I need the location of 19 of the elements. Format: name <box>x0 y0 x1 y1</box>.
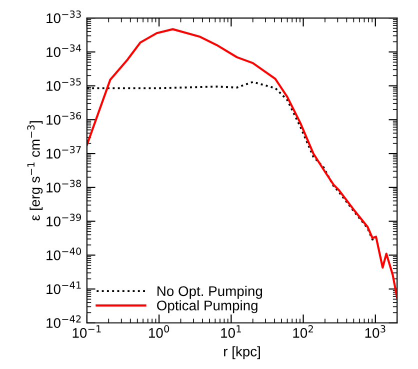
y-axis-title: ε [erg s$^{−1}$ cm$^{−3}$] <box>27 121 43 220</box>
x-axis-title: r [kpc] <box>224 346 260 360</box>
y-tick-label: 10$^{−42}$ <box>46 315 81 328</box>
x-tick-label: 10$^{2}$ <box>293 325 313 338</box>
y-tick-label: 10$^{−39}$ <box>46 214 81 226</box>
y-tick-label: 10$^{−36}$ <box>46 112 82 125</box>
y-tick-label: 10$^{−41}$ <box>46 282 81 294</box>
y-tick-label: 10$^{−37}$ <box>46 146 81 159</box>
legend-label: Optical Pumping <box>157 300 258 314</box>
x-tick-label: 10$^{3}$ <box>365 325 386 338</box>
x-tick-label: 10$^{−1}$ <box>72 325 101 338</box>
legend-label: No Opt. Pumping <box>158 286 262 299</box>
x-tick-label: 10$^{1}$ <box>221 325 241 338</box>
y-tick-label: 10$^{−33}$ <box>46 10 81 24</box>
y-tick-label: 10$^{−38}$ <box>46 180 81 192</box>
y-tick-label: 10$^{−35}$ <box>46 78 81 91</box>
y-tick-label: 10$^{−40}$ <box>46 248 82 260</box>
y-tick-label: 10$^{−34}$ <box>46 44 82 58</box>
x-tick-label: 10$^{0}$ <box>149 325 170 338</box>
